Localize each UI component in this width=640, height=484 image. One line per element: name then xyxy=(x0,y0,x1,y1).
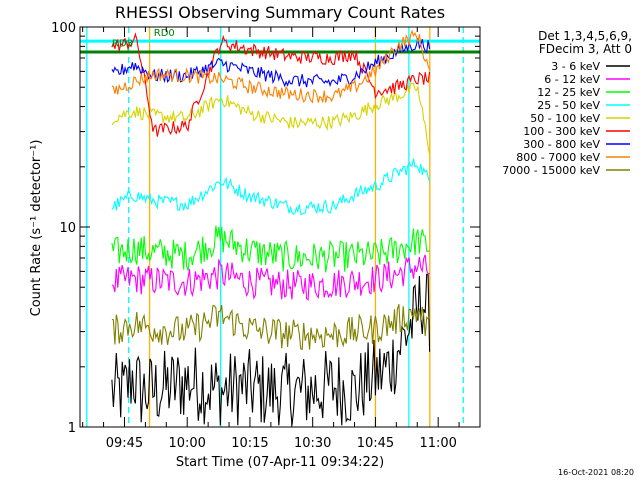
x-tick-label-3: 10:30 xyxy=(294,436,331,451)
x-tick-label-5: 11:00 xyxy=(419,436,456,451)
timestamp: 16-Oct-2021 08:20 xyxy=(558,468,634,477)
series-line-1 xyxy=(111,254,430,301)
series-line-6 xyxy=(111,38,431,88)
annotation-1: RD8 xyxy=(112,38,133,49)
series-line-3 xyxy=(111,158,431,216)
x-axis-label: Start Time (07-Apr-11 09:34:22) xyxy=(176,455,384,470)
chart-title: RHESSI Observing Summary Count Rates xyxy=(115,3,445,22)
series-line-8 xyxy=(111,304,431,351)
y-tick-label-2: 100 xyxy=(51,21,76,36)
y-tick-label-1: 10 xyxy=(59,221,76,236)
series-line-2 xyxy=(111,225,430,273)
legend-label-8: 7000 - 15000 keV xyxy=(502,164,600,177)
legend-label-3: 25 - 50 keV xyxy=(537,99,600,112)
info-line-1: Det 1,3,4,5,6,9, xyxy=(538,29,632,43)
legend-label-4: 50 - 100 keV xyxy=(530,112,600,125)
legend-label-2: 12 - 25 keV xyxy=(537,86,600,99)
info-line-2: FDecim 3, Att 0 xyxy=(539,42,632,56)
y-tick-label-0: 1 xyxy=(68,421,76,436)
annotations: RD0 RD8 xyxy=(112,28,175,49)
series-line-5 xyxy=(111,32,431,137)
legend-label-7: 800 - 7000 keV xyxy=(516,151,600,164)
axes: 1 10 100 09:45 10:00 10:15 10:30 10:45 11:00 xyxy=(51,21,481,451)
series-line-4 xyxy=(111,82,431,156)
y-axis-label: Count Rate (s⁻¹ detector⁻¹) xyxy=(29,140,44,317)
x-tick-label-1: 10:00 xyxy=(168,436,205,451)
x-tick-label-2: 10:15 xyxy=(231,436,268,451)
annotation-0: RD0 xyxy=(154,28,175,39)
series-line-0 xyxy=(111,273,431,426)
series-line-7 xyxy=(111,29,431,104)
legend-label-0: 3 - 6 keV xyxy=(551,60,600,73)
x-tick-label-0: 09:45 xyxy=(106,436,143,451)
legend-label-6: 300 - 800 keV xyxy=(523,138,600,151)
series-layer xyxy=(111,29,431,426)
legend-label-1: 6 - 12 keV xyxy=(544,73,600,86)
legend-label-5: 100 - 300 keV xyxy=(523,125,600,138)
x-tick-label-4: 10:45 xyxy=(357,436,394,451)
